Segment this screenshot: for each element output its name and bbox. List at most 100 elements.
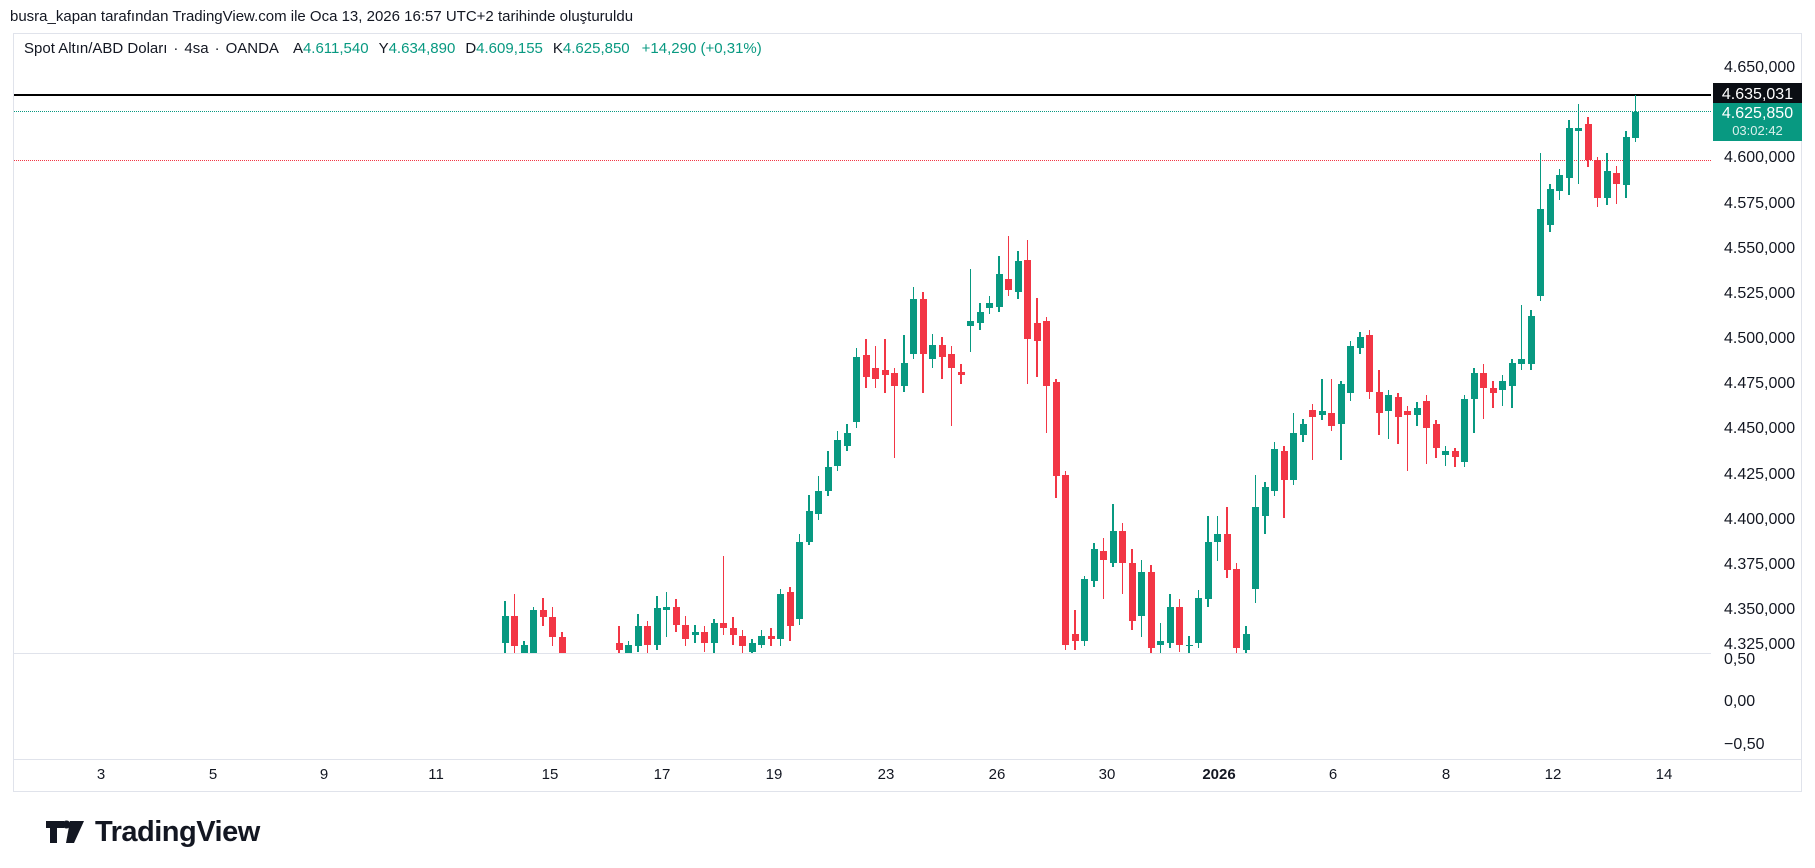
time-axis-label: 12 (1544, 766, 1562, 783)
candle (720, 622, 727, 629)
candle (1271, 449, 1278, 491)
candle (1622, 136, 1630, 186)
candle (1318, 411, 1326, 415)
candle (1480, 373, 1487, 388)
price-axis-label: 4.600,000 (1724, 149, 1796, 167)
candle-wick (941, 337, 943, 379)
candle (1233, 568, 1240, 649)
candle-wick (722, 555, 725, 636)
candle (1613, 172, 1620, 184)
candle (1147, 572, 1155, 649)
symbol-exchange: OANDA (225, 40, 279, 57)
candle (1261, 487, 1269, 517)
candle-wick (1330, 378, 1333, 432)
pane-divider[interactable] (14, 653, 1801, 654)
last-price: 4.625,850 (1721, 105, 1794, 123)
candle (1081, 579, 1088, 641)
candle (625, 644, 632, 653)
candle-wick (1501, 375, 1504, 406)
candle-wick (1615, 165, 1618, 204)
candle (1138, 572, 1145, 616)
close-label: K (552, 40, 563, 57)
close-value: 4.625,850 (562, 40, 630, 57)
time-axis-border (14, 759, 1801, 760)
horizontal-line-price: 4.635,031 (1721, 86, 1794, 104)
candle (1499, 380, 1506, 390)
candle (1356, 337, 1364, 349)
candle-wick (1074, 610, 1076, 650)
tradingview-logo[interactable]: TradingView (45, 810, 260, 854)
indicator-pane[interactable] (14, 654, 1711, 759)
candle (843, 433, 851, 446)
time-axis-label: 19 (765, 766, 783, 783)
open-value: 4.611,540 (302, 40, 369, 57)
candle (805, 510, 813, 542)
candle-wick (1577, 104, 1580, 184)
low-value: 4.609,155 (476, 40, 543, 57)
low-label: D (465, 40, 477, 57)
price-axis-label: 4.325,000 (1724, 636, 1796, 653)
candle (1442, 451, 1449, 455)
candle (1176, 606, 1183, 645)
candle (1632, 111, 1639, 138)
candle (986, 302, 993, 309)
candle (1052, 382, 1060, 477)
candle (777, 593, 784, 640)
price-axis-label: 4.575,000 (1724, 194, 1796, 212)
candle (900, 362, 908, 387)
horizontal-line[interactable] (14, 94, 1711, 97)
candle (1195, 597, 1202, 643)
candle (1157, 640, 1164, 645)
candle (1214, 534, 1221, 542)
candle (834, 440, 841, 466)
candle (511, 615, 518, 647)
time-axis-label: 8 (1441, 766, 1451, 783)
price-axis-label: 4.525,000 (1724, 284, 1796, 302)
candle (862, 355, 870, 378)
tradingview-logo-text: TradingView (95, 815, 260, 848)
symbol-interval: 4sa (184, 40, 209, 57)
price-pane[interactable] (14, 34, 1711, 653)
candle-wick (1406, 405, 1409, 472)
candle-wick (1454, 447, 1456, 468)
candle (872, 368, 879, 379)
candle (929, 344, 936, 359)
candle (796, 541, 803, 620)
symbol-legend[interactable]: Spot Altın/ABD Doları · 4sa · OANDA A4.611,54… (24, 40, 762, 57)
price-axis-label: 4.500,000 (1724, 330, 1796, 348)
candle (691, 631, 699, 636)
candle (1185, 644, 1193, 647)
candle (1461, 398, 1468, 462)
time-axis-label: 15 (541, 766, 559, 783)
candle (1005, 279, 1012, 291)
prev-close-line[interactable] (14, 160, 1711, 162)
candle (729, 628, 737, 636)
candle (1223, 534, 1231, 571)
candle (1432, 424, 1440, 448)
price-axis[interactable]: 4.650,000 4.600,000 4.575,000 4.550,000 4.52… (1711, 34, 1801, 759)
candle (1603, 171, 1611, 199)
candle-wick (1492, 380, 1494, 408)
candle (1594, 160, 1601, 199)
time-axis-label: 17 (653, 766, 671, 783)
price-axis-label: 4.400,000 (1724, 510, 1796, 528)
candle-wick (1387, 389, 1390, 439)
candle-wick (1482, 364, 1485, 419)
candle (1575, 127, 1582, 132)
time-axis[interactable]: 3 5 9 11 15 17 19 23 26 30 2026 6 8 12 14 (14, 760, 1801, 791)
price-axis-label: 4.475,000 (1724, 375, 1796, 393)
legend-separator: · (173, 40, 179, 57)
candle-wick (950, 346, 953, 426)
candle (1100, 550, 1107, 560)
last-price-line[interactable] (14, 111, 1711, 113)
time-axis-label: 5 (208, 766, 218, 783)
high-value: 4.634,890 (388, 40, 456, 57)
open-label: A (292, 40, 303, 57)
candle (1280, 451, 1288, 481)
candle (1071, 633, 1079, 641)
candle (634, 626, 642, 647)
candle (919, 299, 927, 354)
candle (853, 357, 860, 423)
candle (1043, 321, 1050, 387)
